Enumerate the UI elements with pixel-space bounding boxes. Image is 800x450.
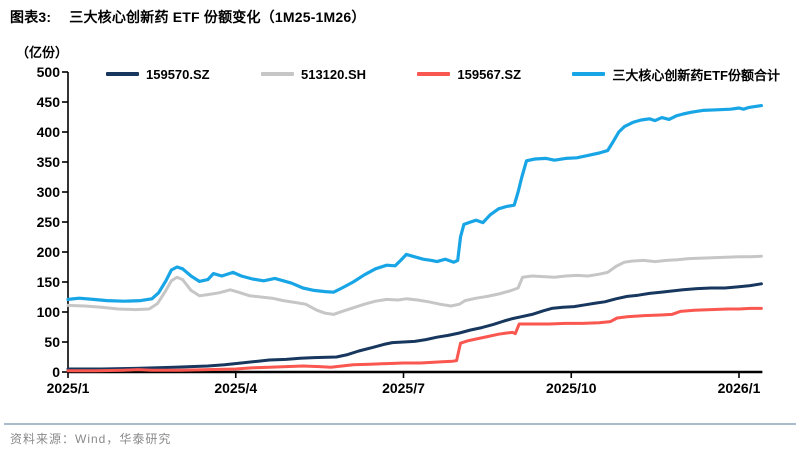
- figure-title-text: 三大核心创新药 ETF 份额变化（1M25-1M26）: [69, 9, 366, 25]
- legend: 159570.SZ 513120.SH 159567.SZ 三大核心创新药ETF份额合…: [106, 65, 780, 84]
- y-tick-label: 200: [36, 244, 60, 260]
- y-tick-label: 150: [36, 274, 60, 290]
- legend-label: 513120.SH: [300, 66, 367, 82]
- y-tick-label: 300: [36, 184, 60, 200]
- x-tick-label: 2025/7: [382, 380, 425, 396]
- y-tick-label: 400: [36, 124, 60, 140]
- legend-label: 159570.SZ: [146, 66, 210, 82]
- y-axis-unit-label: （亿份）: [16, 45, 69, 60]
- y-tick-label: 350: [36, 154, 60, 170]
- legend-item: 159567.SZ: [417, 67, 521, 82]
- legend-item: 三大核心创新药ETF份额合计: [572, 65, 780, 84]
- legend-item: 513120.SH: [260, 66, 367, 82]
- x-tick-label: 2025/10: [545, 380, 597, 396]
- legend-label: 三大核心创新药ETF份额合计: [612, 67, 780, 83]
- y-tick-label: 50: [44, 334, 60, 350]
- series-line-513120.SH: [66, 254, 763, 316]
- footer-divider: [4, 423, 796, 425]
- y-tick-label: 450: [36, 94, 60, 110]
- legend-label: 159567.SZ: [457, 66, 522, 82]
- x-tick-label: 2026/1: [717, 380, 761, 396]
- figure-title: 图表3: 三大核心创新药 ETF 份额变化（1M25-1M26）: [10, 7, 366, 27]
- y-tick-label: 100: [36, 304, 60, 320]
- figure-number: 图表3:: [10, 9, 52, 25]
- x-tick-label: 2025/4: [214, 380, 258, 396]
- source-note: 资料来源：Wind，华泰研究: [10, 432, 172, 446]
- series-line-159567.SZ: [66, 306, 763, 373]
- y-tick-label: 0: [52, 364, 60, 380]
- legend-swatch: [572, 72, 606, 76]
- legend-swatch: [260, 72, 294, 76]
- series-line-159570.SZ: [66, 282, 763, 371]
- legend-item: 159570.SZ: [106, 67, 210, 82]
- y-tick-label: 500: [36, 64, 60, 80]
- series-line-三大核心创新药ETF份额合计: [66, 103, 764, 303]
- y-tick-label: 250: [36, 214, 60, 230]
- x-tick-label: 2025/1: [46, 380, 90, 396]
- legend-swatch: [106, 72, 139, 76]
- legend-swatch: [417, 72, 451, 76]
